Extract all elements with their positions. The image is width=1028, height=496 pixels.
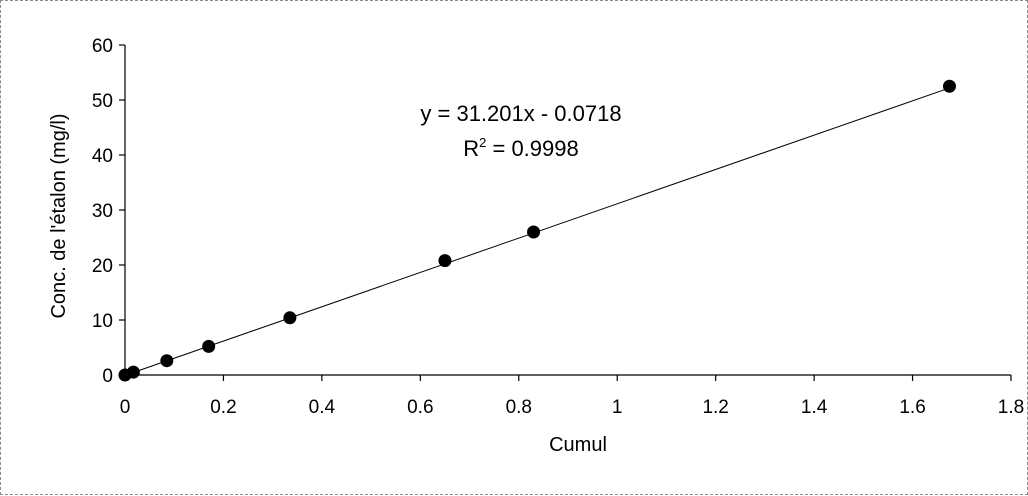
y-tick-label: 30 bbox=[92, 201, 113, 222]
r2-superscript: 2 bbox=[479, 135, 486, 150]
y-tick-label: 10 bbox=[92, 311, 113, 332]
data-point bbox=[942, 79, 956, 93]
r2-prefix: R bbox=[463, 136, 479, 161]
r-squared-label: R2 = 0.9998 bbox=[463, 135, 579, 161]
data-point bbox=[283, 311, 297, 325]
x-tick-label: 0.6 bbox=[407, 397, 433, 418]
x-tick-label: 0.8 bbox=[506, 397, 532, 418]
data-point bbox=[527, 225, 541, 239]
x-tick-label: 0.4 bbox=[309, 397, 336, 418]
axes-group bbox=[124, 45, 1011, 376]
y-tick-label: 50 bbox=[92, 91, 113, 112]
y-ticks-group: 0 10 20 30 40 50 60 bbox=[92, 36, 125, 387]
data-point bbox=[202, 339, 216, 353]
r2-value: = 0.9998 bbox=[486, 136, 578, 161]
y-axis-title: Conc. de l'étalon (mg/l) bbox=[48, 113, 70, 318]
y-tick-label: 40 bbox=[92, 146, 113, 167]
x-tick-label: 1.8 bbox=[998, 397, 1024, 418]
x-ticks-group: 0 0.2 0.4 0.6 0.8 1 1.2 1.4 1.6 1.8 bbox=[120, 375, 1024, 418]
x-tick-label: 1.2 bbox=[702, 397, 728, 418]
data-point bbox=[160, 354, 174, 368]
data-point bbox=[438, 254, 452, 268]
x-tick-label: 1.4 bbox=[801, 397, 828, 418]
x-tick-label: 1 bbox=[612, 397, 623, 418]
x-axis-title: Cumul bbox=[549, 434, 607, 456]
x-tick-label: 0.2 bbox=[210, 397, 236, 418]
data-points-group bbox=[118, 79, 956, 382]
x-tick-label: 1.6 bbox=[899, 397, 925, 418]
x-tick-label: 0 bbox=[120, 397, 131, 418]
y-tick-label: 20 bbox=[92, 256, 113, 277]
y-tick-label: 0 bbox=[102, 366, 113, 387]
data-point bbox=[126, 365, 140, 379]
trendline-equation: y = 31.201x - 0.0718 bbox=[420, 101, 621, 126]
y-tick-label: 60 bbox=[92, 36, 113, 57]
